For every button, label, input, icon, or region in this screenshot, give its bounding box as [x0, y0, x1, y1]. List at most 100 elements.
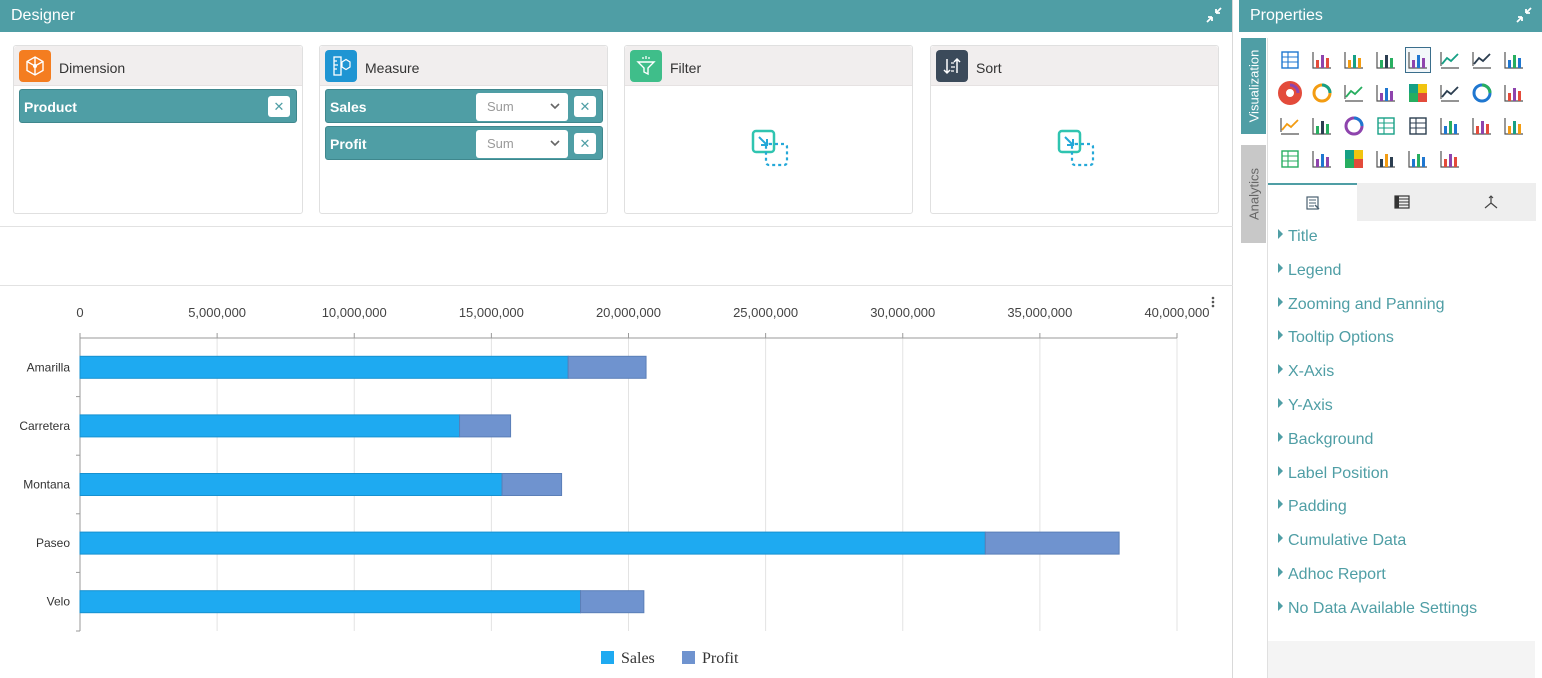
funnel-chart-icon[interactable]: [1502, 48, 1526, 72]
dimension-card[interactable]: Dimension Product ✕: [13, 45, 303, 214]
y-tick-label: Paseo: [36, 536, 70, 550]
histogram-icon[interactable]: [1438, 147, 1462, 171]
bubble-chart-icon[interactable]: [1406, 147, 1430, 171]
radar-chart-icon[interactable]: [1374, 81, 1398, 105]
sort-card-header: Sort: [931, 46, 1218, 86]
x-tick-label: 35,000,000: [1007, 305, 1072, 320]
tab-analytics[interactable]: Analytics: [1241, 145, 1266, 243]
property-item[interactable]: Legend: [1278, 262, 1341, 282]
x-tick-label: 0: [76, 305, 83, 320]
property-item[interactable]: X-Axis: [1278, 363, 1334, 383]
dimension-chip-product[interactable]: Product ✕: [19, 89, 297, 123]
x-tick-label: 30,000,000: [870, 305, 935, 320]
y-tick-label: Montana: [23, 478, 70, 492]
property-item-label: Zooming and Panning: [1288, 295, 1445, 313]
property-item[interactable]: Zooming and Panning: [1278, 296, 1445, 316]
candlestick-icon[interactable]: [1470, 114, 1494, 138]
drop-field-icon[interactable]: [1057, 129, 1095, 167]
filter-card-header: Filter: [625, 46, 912, 86]
expand-arrow-icon: [1278, 262, 1283, 273]
spline-chart-icon[interactable]: [1470, 48, 1494, 72]
pie-chart-icon[interactable]: [1278, 81, 1302, 105]
grid-icon[interactable]: [1278, 48, 1302, 72]
expand-arrow-icon: [1278, 229, 1283, 239]
aggregate-select-sales[interactable]: Sum: [476, 93, 568, 121]
measure-ruler-icon: [325, 50, 357, 82]
measure-card-title: Measure: [365, 60, 420, 76]
measure-card[interactable]: Measure Sales Sum ✕ Profit Sum ✕: [319, 45, 608, 214]
column-chart-icon[interactable]: [1342, 48, 1366, 72]
combo-chart-icon[interactable]: [1310, 48, 1334, 72]
property-item[interactable]: Cumulative Data: [1278, 532, 1406, 552]
sort-card[interactable]: Sort: [930, 45, 1219, 214]
aggregate-select-profit[interactable]: Sum: [476, 130, 568, 158]
property-item-label: Background: [1288, 430, 1374, 448]
expand-arrow-icon: [1278, 398, 1283, 408]
property-item-label: No Data Available Settings: [1288, 599, 1478, 617]
x-tick-label: 5,000,000: [188, 305, 246, 320]
step-chart-icon[interactable]: [1342, 81, 1366, 105]
bar-chart-icon[interactable]: [1405, 47, 1431, 73]
ring-chart-icon[interactable]: [1342, 114, 1366, 138]
measure-chip-sales[interactable]: Sales Sum ✕: [325, 89, 603, 123]
kpi-card-icon[interactable]: [1406, 114, 1430, 138]
filter-card[interactable]: Filter: [624, 45, 913, 214]
properties-header: Properties: [1239, 0, 1542, 32]
gauge-icon[interactable]: [1470, 81, 1494, 105]
drop-field-icon[interactable]: [751, 129, 789, 167]
curve-chart-icon[interactable]: [1438, 81, 1462, 105]
donut-chart-icon[interactable]: [1310, 81, 1334, 105]
designer-title: Designer: [11, 7, 76, 24]
stacked-bar-chart[interactable]: 0 5,000,000 10,000,000 15,000,000 20,000,000…: [0, 287, 1233, 678]
x-tick-label: 10,000,000: [322, 305, 387, 320]
property-item-label: Padding: [1288, 498, 1347, 516]
property-item[interactable]: Adhoc Report: [1278, 566, 1386, 586]
property-item[interactable]: Background: [1278, 431, 1373, 451]
remove-measure-sales-button[interactable]: ✕: [574, 96, 596, 117]
measure-chip-label: Profit: [330, 136, 367, 152]
chart-menu-icon[interactable]: [1210, 296, 1216, 310]
tab-visualization[interactable]: Visualization: [1241, 38, 1266, 134]
stacked-line-icon[interactable]: [1278, 114, 1302, 138]
y-tick-label: Carretera: [19, 419, 70, 433]
property-item-label: Y-Axis: [1288, 397, 1333, 414]
x-tick-label: 15,000,000: [459, 305, 524, 320]
measure-chip-profit[interactable]: Profit Sum ✕: [325, 126, 603, 160]
expand-arrow-icon: [1278, 600, 1283, 611]
collapse-icon[interactable]: [1516, 7, 1532, 23]
property-item[interactable]: Title: [1278, 228, 1318, 248]
pivot-icon[interactable]: [1278, 147, 1302, 171]
line-area-chart-icon[interactable]: [1438, 48, 1462, 72]
heatmap-icon[interactable]: [1342, 147, 1366, 171]
expand-arrow-icon: [1278, 330, 1283, 341]
legend-label: Sales: [621, 650, 655, 667]
properties-tab[interactable]: [1268, 183, 1357, 221]
stream-chart-icon[interactable]: [1310, 147, 1334, 171]
thermometer-icon[interactable]: [1502, 81, 1526, 105]
dimension-card-header: Dimension: [14, 46, 302, 86]
property-item[interactable]: No Data Available Settings: [1278, 600, 1477, 620]
legend-label: Profit: [702, 650, 739, 667]
map-icon[interactable]: [1502, 114, 1526, 138]
bar-sales: [79, 531, 986, 555]
property-item[interactable]: Padding: [1278, 498, 1347, 518]
y-tick-label: Velo: [47, 595, 71, 609]
table-icon[interactable]: [1374, 114, 1398, 138]
designer-header: Designer: [0, 0, 1232, 32]
remove-dimension-button[interactable]: ✕: [268, 96, 290, 117]
area-chart-icon[interactable]: [1374, 48, 1398, 72]
remove-measure-profit-button[interactable]: ✕: [574, 133, 596, 154]
x-tick-label: 20,000,000: [596, 305, 661, 320]
sort-arrows-icon: [936, 50, 968, 82]
property-item[interactable]: Y-Axis: [1278, 397, 1333, 417]
property-item-label: Tooltip Options: [1288, 329, 1394, 347]
collapse-icon[interactable]: [1206, 7, 1222, 23]
columns-tab[interactable]: [1357, 183, 1446, 221]
property-item[interactable]: Label Position: [1278, 465, 1389, 485]
property-item[interactable]: Tooltip Options: [1278, 329, 1394, 349]
sankey-icon[interactable]: [1374, 147, 1398, 171]
polar-chart-icon[interactable]: [1310, 114, 1334, 138]
treemap-icon[interactable]: [1406, 81, 1430, 105]
axis-tab[interactable]: [1446, 183, 1535, 221]
image-chart-icon[interactable]: [1438, 114, 1462, 138]
